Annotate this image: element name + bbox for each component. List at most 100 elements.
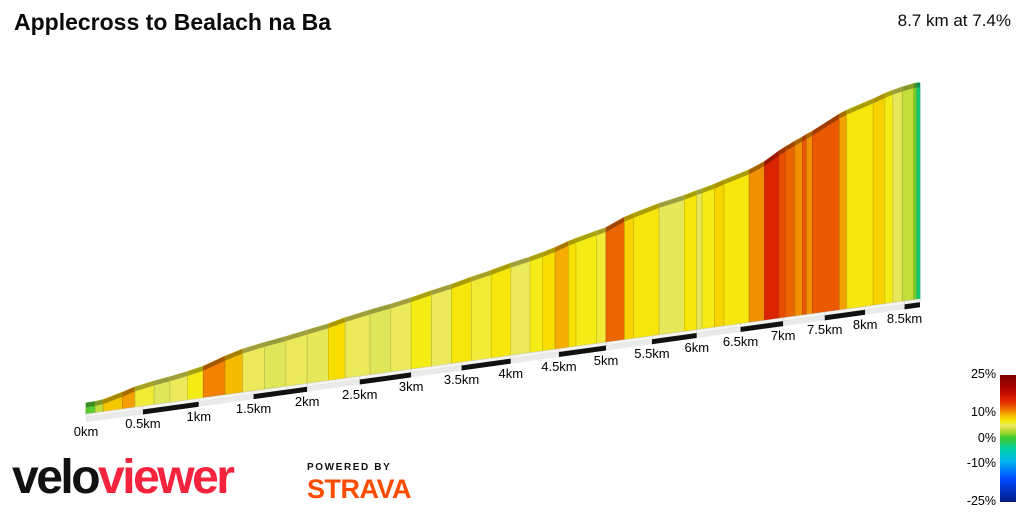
profile-segment xyxy=(568,237,577,348)
profile-segment-top-face xyxy=(95,399,104,406)
profile-segment xyxy=(901,83,915,302)
profile-segment xyxy=(658,194,685,336)
profile-segment-top-face xyxy=(576,230,597,243)
x-tick-label: 4km xyxy=(498,365,524,381)
distance-scale-segment xyxy=(558,345,606,358)
distance-scale-segment xyxy=(411,365,462,378)
distance-scale-segment xyxy=(824,309,866,321)
profile-segment-top-face xyxy=(714,179,725,189)
profile-segment xyxy=(748,160,765,323)
profile-segment-top-face xyxy=(328,317,346,329)
legend-gradient-bar xyxy=(1000,375,1016,502)
distance-scale-segment xyxy=(783,315,825,327)
profile-segment-top-face xyxy=(846,98,874,115)
profile-segment-top-face xyxy=(606,217,625,233)
legend-tick-label: 0% xyxy=(977,430,996,445)
profile-segment xyxy=(884,89,894,305)
profile-segment-top-face xyxy=(785,141,795,152)
profile-segment xyxy=(764,150,780,321)
strava-logo: STRAVA xyxy=(307,474,412,504)
distance-scale-segment xyxy=(307,379,360,392)
profile-segment-top-face xyxy=(242,342,265,354)
profile-segment xyxy=(596,227,607,344)
profile-segment xyxy=(794,136,803,317)
profile-segment-top-face xyxy=(187,366,204,376)
profile-segment xyxy=(701,183,715,330)
profile-segment-top-face xyxy=(839,110,847,119)
x-tick-label: 7.5km xyxy=(807,322,843,338)
profile-segment-top-face xyxy=(169,371,188,382)
profile-segment-top-face xyxy=(633,203,660,218)
profile-segment-top-face xyxy=(724,169,750,185)
profile-segment xyxy=(714,179,725,328)
profile-segment xyxy=(529,251,544,354)
profile-segment-top-face xyxy=(892,86,903,95)
profile-segment xyxy=(872,92,886,306)
distance-scale-segment xyxy=(198,394,254,407)
profile-segment-top-face xyxy=(203,356,226,371)
profile-segment-top-face xyxy=(764,150,779,167)
x-tick-label: 3.5km xyxy=(443,372,480,388)
profile-segment-top-face xyxy=(86,401,96,408)
x-tick-label: 1km xyxy=(186,408,212,424)
profile-segment-top-face xyxy=(568,238,577,246)
profile-segment-top-face xyxy=(624,213,634,222)
strava-attribution: POWERED BY STRAVA xyxy=(307,462,412,504)
profile-segment-top-face xyxy=(390,297,412,309)
profile-segment xyxy=(575,230,598,347)
profile-segment-top-face xyxy=(873,93,886,104)
distance-scale-segment xyxy=(651,333,697,345)
profile-segment-top-face xyxy=(451,276,472,289)
profile-segment-top-face xyxy=(307,323,329,335)
x-tick-label: 5.5km xyxy=(634,346,670,362)
distance-scale-segment xyxy=(904,302,920,310)
x-tick-label: 8km xyxy=(852,316,878,332)
distance-scale-segment xyxy=(142,401,199,415)
profile-segment xyxy=(624,212,635,341)
distance-scale-segment xyxy=(696,326,741,339)
profile-segment-top-face xyxy=(913,82,917,89)
x-tick-label: 2km xyxy=(294,393,320,409)
profile-segment xyxy=(542,246,556,352)
profile-segment xyxy=(778,146,787,319)
distance-scale-segment xyxy=(606,339,652,351)
x-tick-label: 0km xyxy=(73,424,99,440)
veloviewer-logo: veloviewer xyxy=(12,451,235,504)
profile-segment xyxy=(839,109,848,311)
legend-tick-label: 25% xyxy=(970,367,996,381)
profile-segment-top-face xyxy=(696,188,703,195)
powered-by-label: POWERED BY xyxy=(307,462,392,473)
profile-segment-top-face xyxy=(802,134,807,142)
legend-tick-label: -10% xyxy=(966,455,996,470)
profile-segment-top-face xyxy=(885,90,893,98)
profile-segment-top-face xyxy=(345,309,371,323)
x-tick-label: 6km xyxy=(684,340,710,355)
legend-tick-label: 10% xyxy=(970,405,996,420)
profile-segment xyxy=(431,283,452,367)
profile-segment-top-face xyxy=(135,380,155,392)
profile-segment-top-face xyxy=(491,263,511,275)
x-tick-label: 1.5km xyxy=(235,401,272,417)
profile-segment-top-face xyxy=(285,329,308,342)
profile-segment xyxy=(892,86,903,304)
x-tick-label: 7km xyxy=(770,328,796,344)
profile-segment-top-face xyxy=(902,83,914,92)
x-tick-label: 6.5km xyxy=(722,333,759,349)
profile-segment-top-face xyxy=(778,146,786,156)
x-tick-label: 8.5km xyxy=(886,311,923,327)
ride-stats: 8.7 km at 7.4% xyxy=(897,11,1011,30)
profile-segment-top-face xyxy=(264,336,286,347)
page-title: Applecross to Bealach na Ba xyxy=(14,9,331,35)
profile-segment-top-face xyxy=(530,252,543,262)
profile-segment xyxy=(633,202,660,339)
distance-scale-segment xyxy=(740,321,784,332)
profile-segment xyxy=(554,240,569,350)
profile-segment-top-face xyxy=(812,114,840,136)
veloviewer-logo-velo: velo xyxy=(12,451,101,504)
distance-scale-segment xyxy=(86,409,143,423)
profile-segment-top-face xyxy=(702,184,715,194)
x-tick-label: 3km xyxy=(398,379,424,395)
profile-segment xyxy=(451,276,472,364)
profile-segment-top-face xyxy=(916,82,920,88)
